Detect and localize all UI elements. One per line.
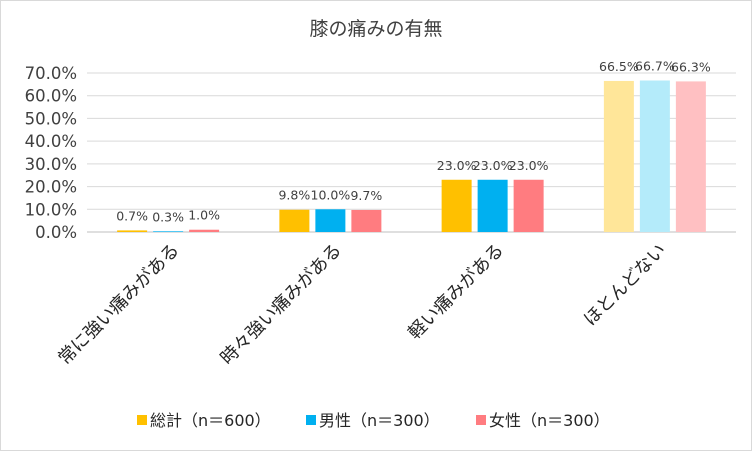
bar: [675, 81, 706, 232]
bar: [477, 179, 508, 232]
y-axis-ticks: 0.0% 10.0% 20.0% 30.0% 40.0% 50.0% 60.0% 70.0%: [25, 64, 77, 242]
category-labels: 常に強い痛みがある 時々強い痛みがある 軽い痛みがある ほとんどない: [54, 240, 670, 369]
bars: [117, 80, 706, 232]
bar: [189, 229, 220, 232]
legend-swatch: [476, 415, 486, 425]
bar: [153, 231, 184, 232]
y-tick-label: 40.0%: [25, 132, 77, 151]
y-tick-label: 30.0%: [25, 155, 77, 174]
legend-swatch: [306, 415, 316, 425]
data-label: 9.8%: [278, 188, 310, 203]
chart-title: 膝の痛みの有無: [309, 18, 442, 40]
data-label: 23.0%: [473, 158, 513, 173]
gridlines: [87, 72, 736, 233]
data-labels: 0.7% 0.3% 1.0%9.8% 10.0% 9.7%23.0%23.0%23.0%…: [116, 58, 711, 224]
data-label: 1.0%: [188, 208, 220, 223]
y-tick-label: 60.0%: [25, 87, 77, 106]
data-label: 10.0%: [311, 187, 351, 202]
legend-label: 男性（n＝300）: [319, 411, 440, 430]
legend-label: 女性（n＝300）: [489, 411, 610, 430]
y-tick-label: 10.0%: [25, 200, 77, 219]
bar: [351, 209, 382, 232]
legend-swatch: [137, 415, 147, 425]
bar: [639, 80, 670, 232]
data-label: 66.7%: [635, 58, 675, 73]
y-tick-label: 70.0%: [25, 64, 77, 83]
data-label: 0.3%: [152, 209, 184, 224]
data-label: 0.7%: [116, 208, 148, 223]
data-label: 9.7%: [350, 188, 382, 203]
bar: [441, 179, 472, 232]
y-tick-label: 50.0%: [25, 109, 77, 128]
category-label: 時々強い痛みがある: [217, 240, 346, 369]
bar: [117, 230, 148, 232]
bar: [315, 209, 346, 232]
legend: 総計（n＝600） 男性（n＝300） 女性（n＝300）: [137, 411, 610, 430]
data-label: 66.3%: [671, 59, 711, 74]
data-label: 66.5%: [599, 59, 639, 74]
category-label: 軽い痛みがある: [404, 240, 508, 344]
legend-label: 総計（n＝600）: [150, 411, 271, 430]
bar: [603, 80, 634, 232]
bar: [279, 209, 310, 232]
category-label: ほとんどない: [580, 240, 671, 331]
bar: [513, 179, 544, 232]
data-label: 23.0%: [437, 158, 477, 173]
data-label: 23.0%: [509, 158, 549, 173]
category-label: 常に強い痛みがある: [54, 240, 183, 369]
y-tick-label: 20.0%: [25, 178, 77, 197]
y-tick-label: 0.0%: [35, 223, 77, 242]
